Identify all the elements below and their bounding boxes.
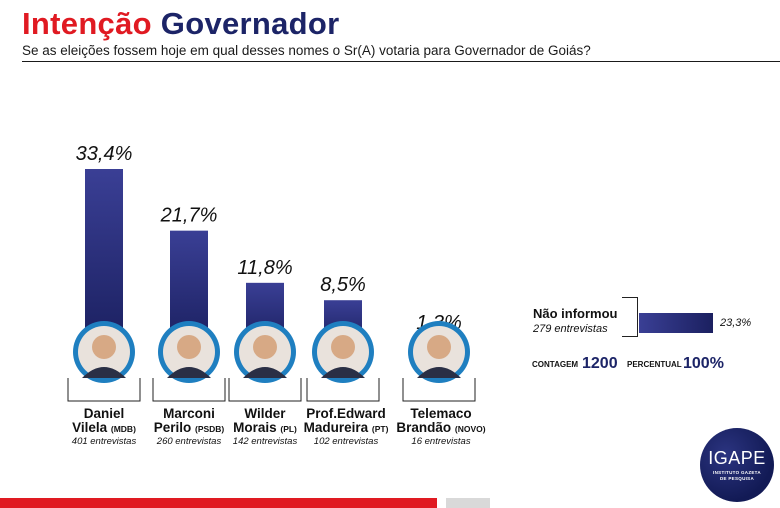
candidate-photo-suit-1 — [82, 367, 126, 378]
candidate-party-2: (PSDB) — [195, 424, 224, 434]
bar-value-label-1: 33,4% — [76, 143, 133, 165]
candidate-interviews-2: 260 entrevistas — [156, 436, 222, 447]
bar-value-label-3: 11,8% — [237, 257, 292, 279]
bar-value-label-4: 8,5% — [320, 274, 366, 296]
candidate-bracket-4 — [306, 378, 380, 402]
candidate-name-line1-2: Marconi — [163, 406, 215, 421]
title-part-2: Governador — [160, 6, 340, 41]
not-informed-value: 23,3% — [720, 317, 752, 329]
bar-1 — [85, 169, 123, 345]
bar-value-label-2: 21,7% — [160, 205, 218, 227]
not-informed-bar — [639, 313, 713, 333]
page-subtitle: Se as eleições fossem hoje em qual desse… — [22, 43, 591, 58]
page-title: Intenção Governador — [22, 6, 340, 42]
candidate-bracket-2 — [152, 378, 226, 402]
candidate-interviews-4: 102 entrevistas — [314, 436, 379, 447]
candidate-interviews-1: 401 entrevistas — [72, 436, 137, 447]
not-informed-bracket — [622, 297, 638, 337]
logo-name: IGAPE — [708, 448, 766, 468]
candidate-photo-face-3 — [253, 335, 277, 359]
candidate-photo-suit-5 — [417, 367, 461, 378]
candidate-surname-3: Morais — [233, 420, 280, 435]
candidate-photo-suit-4 — [321, 367, 365, 378]
count-value: 1200 — [582, 355, 618, 372]
candidate-photo-suit-3 — [243, 367, 287, 378]
logo-subtitle: INSTITUTO GAZETA DE PESQUISA — [700, 470, 774, 482]
candidate-name-line2-4: Madureira (PT) — [304, 420, 389, 435]
candidate-surname-4: Madureira — [304, 420, 372, 435]
candidate-party-1: (MDB) — [111, 424, 136, 434]
candidate-surname-5: Brandão — [396, 420, 455, 435]
header-divider — [22, 61, 780, 62]
percent-label: PERCENTUAL — [627, 360, 682, 369]
logo-subtitle-line-1: INSTITUTO GAZETA — [713, 470, 761, 475]
candidate-surname-1: Vilela — [72, 420, 111, 435]
candidate-party-5: (NOVO) — [455, 424, 486, 434]
candidate-surname-2: Perilo — [154, 420, 195, 435]
footer-gray-stripe — [446, 498, 490, 508]
candidate-name-line2-5: Brandão (NOVO) — [396, 420, 485, 435]
candidate-photo-face-1 — [92, 335, 116, 359]
igape-logo: IGAPE INSTITUTO GAZETA DE PESQUISA — [700, 428, 774, 502]
candidate-bracket-3 — [228, 378, 302, 402]
candidate-photo-face-2 — [177, 335, 201, 359]
candidate-photo-face-4 — [331, 335, 355, 359]
not-informed-label: Não informou — [533, 306, 618, 321]
candidate-name-line1-3: Wilder — [244, 406, 286, 421]
candidate-name-line2-1: Vilela (MDB) — [72, 420, 136, 435]
candidate-bracket-1 — [67, 378, 141, 402]
footer-red-stripe — [0, 498, 437, 508]
candidate-name-line1-1: Daniel — [84, 406, 125, 421]
candidate-party-3: (PL) — [280, 424, 297, 434]
candidate-name-line1-4: Prof.Edward — [306, 406, 386, 421]
candidate-name-line2-3: Morais (PL) — [233, 420, 297, 435]
candidate-name-line2-2: Perilo (PSDB) — [154, 420, 225, 435]
candidate-bracket-5 — [402, 378, 476, 402]
not-informed-interviews: 279 entrevistas — [533, 323, 608, 335]
candidate-name-line1-5: Telemaco — [410, 406, 471, 421]
candidate-party-4: (PT) — [372, 424, 389, 434]
percent-value: 100% — [683, 355, 724, 372]
candidate-interviews-3: 142 entrevistas — [233, 436, 298, 447]
candidate-interviews-5: 16 entrevistas — [411, 436, 470, 447]
title-part-1: Intenção — [22, 6, 152, 41]
count-label: CONTAGEM — [532, 360, 579, 369]
logo-subtitle-line-2: DE PESQUISA — [719, 476, 755, 481]
candidate-photo-suit-2 — [167, 367, 211, 378]
candidate-photo-face-5 — [427, 335, 451, 359]
